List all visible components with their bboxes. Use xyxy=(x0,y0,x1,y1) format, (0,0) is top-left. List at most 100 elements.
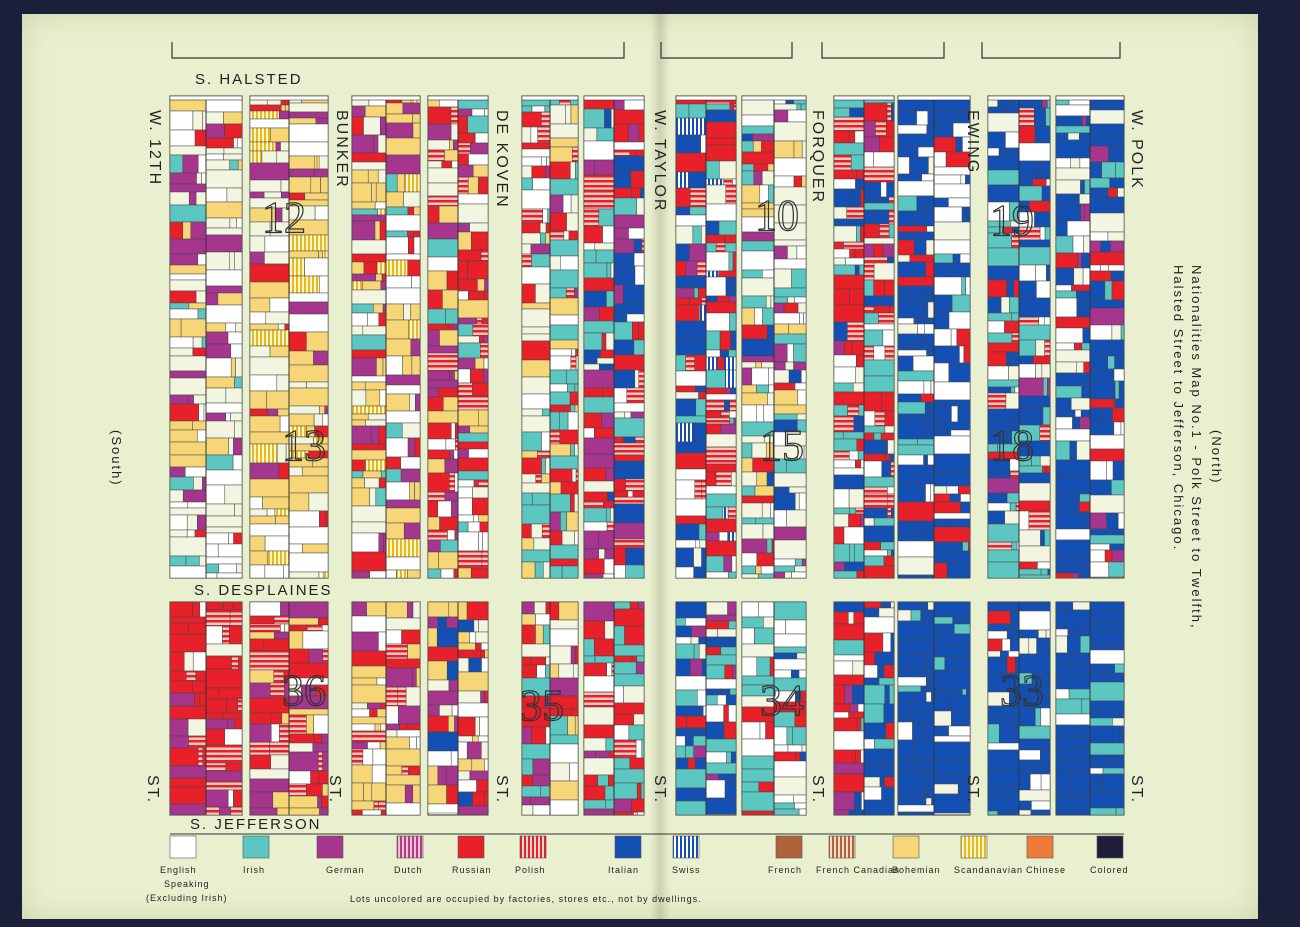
lot xyxy=(1045,107,1051,127)
lot xyxy=(1112,407,1125,423)
lot xyxy=(952,616,963,625)
lot xyxy=(925,419,935,440)
lot xyxy=(457,203,489,224)
lot xyxy=(927,110,935,126)
lot xyxy=(583,724,615,739)
lot xyxy=(741,384,757,394)
lot xyxy=(959,253,971,264)
lot xyxy=(1089,630,1125,644)
lot xyxy=(798,808,807,816)
lot xyxy=(365,389,381,407)
lot xyxy=(987,112,1020,133)
lot xyxy=(362,809,382,816)
lot xyxy=(613,387,628,404)
lot xyxy=(571,348,576,357)
lot xyxy=(351,487,370,507)
lot xyxy=(535,283,551,304)
legend-swatch-bohemian xyxy=(892,835,920,859)
map-title: (North) Nationalities Map No.1 - Polk St… xyxy=(1171,265,1224,630)
lot xyxy=(863,476,895,488)
lot xyxy=(457,108,473,117)
lot xyxy=(613,496,645,505)
lot xyxy=(693,735,707,747)
lot xyxy=(427,205,440,224)
lot xyxy=(365,459,387,472)
lot xyxy=(583,349,601,359)
lot xyxy=(926,676,931,687)
lot xyxy=(249,768,290,780)
lot xyxy=(249,415,281,433)
lot xyxy=(288,387,329,407)
lot xyxy=(987,320,1005,334)
lot xyxy=(897,811,921,816)
lot xyxy=(583,638,595,657)
lot xyxy=(613,460,645,480)
lot xyxy=(833,459,856,469)
lot xyxy=(583,357,598,365)
lot xyxy=(1018,500,1051,512)
lot xyxy=(1089,339,1112,357)
block xyxy=(427,95,489,579)
lot xyxy=(468,657,482,673)
lot xyxy=(860,749,865,764)
lot xyxy=(773,652,798,660)
lot xyxy=(705,234,725,244)
lot xyxy=(457,193,489,205)
lot xyxy=(1055,203,1082,222)
lot xyxy=(741,781,760,793)
lot xyxy=(613,661,637,675)
lot xyxy=(705,369,726,389)
lot xyxy=(613,155,645,172)
lot xyxy=(987,332,1013,344)
lot xyxy=(385,468,402,483)
lot xyxy=(401,629,421,645)
lot xyxy=(385,723,400,731)
lot xyxy=(741,114,775,127)
lot xyxy=(216,572,243,579)
lot xyxy=(545,222,551,234)
lot xyxy=(923,380,932,395)
ward-33: 33 xyxy=(1000,666,1044,715)
lot xyxy=(675,385,696,393)
lot xyxy=(266,508,276,517)
lot xyxy=(794,802,807,810)
lot xyxy=(1089,251,1125,266)
lot xyxy=(230,357,236,378)
lot xyxy=(1032,178,1047,187)
lot xyxy=(549,780,579,801)
lot xyxy=(236,217,243,229)
lot xyxy=(205,169,243,189)
lot xyxy=(427,410,459,424)
lot xyxy=(741,552,758,567)
lot xyxy=(613,503,645,524)
lot xyxy=(630,411,645,419)
lot xyxy=(987,408,1020,422)
lot xyxy=(613,782,638,800)
lot xyxy=(933,601,971,618)
lot xyxy=(457,550,483,569)
lot xyxy=(853,415,859,433)
lot xyxy=(1101,407,1113,423)
lot xyxy=(351,239,387,255)
lot xyxy=(249,390,267,410)
lot xyxy=(197,747,204,767)
lot xyxy=(457,249,482,262)
lot xyxy=(741,523,764,540)
lot xyxy=(380,723,387,732)
lot xyxy=(481,657,489,673)
lot xyxy=(675,523,700,541)
lot xyxy=(933,518,948,528)
lot xyxy=(224,728,243,746)
lot xyxy=(933,399,971,407)
lot xyxy=(613,214,645,229)
lot xyxy=(549,137,579,148)
lot xyxy=(897,533,919,542)
lot-frontage xyxy=(741,95,807,101)
lot xyxy=(1079,193,1091,205)
lot xyxy=(675,515,707,525)
lot xyxy=(1018,749,1041,761)
ward-18: 18 xyxy=(990,421,1034,470)
lot xyxy=(987,549,1020,563)
lot xyxy=(733,417,737,425)
